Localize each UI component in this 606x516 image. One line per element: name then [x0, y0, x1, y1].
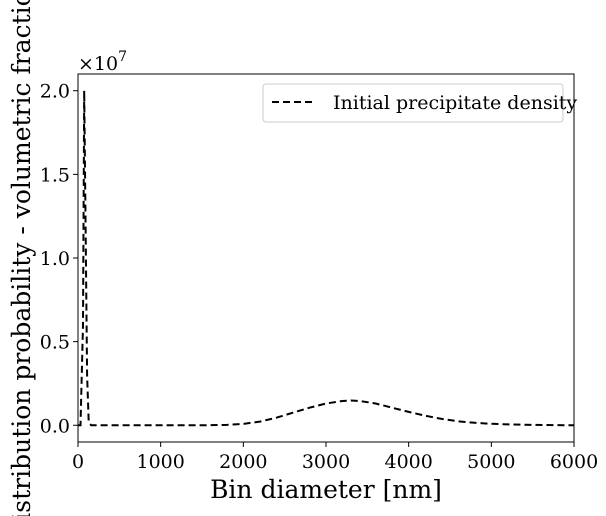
- x-tick-label: 6000: [550, 451, 598, 473]
- x-tick-label: 4000: [384, 451, 432, 473]
- y-axis-ticks: 0.0 0.5 1.0 1.5 2.0: [40, 81, 78, 437]
- series-line-initial-precipitate-density: [78, 90, 575, 427]
- plot-area: [78, 90, 575, 427]
- y-tick-label: 1.0: [40, 248, 70, 270]
- y-tick-label: 2.0: [40, 81, 70, 103]
- y-scale-factor: ×107: [78, 49, 127, 75]
- legend: Initial precipitate density: [262, 83, 577, 123]
- y-tick-label: 1.5: [40, 164, 70, 186]
- x-axis-ticks: 0 1000 2000 3000 4000 5000 6000: [72, 442, 598, 473]
- x-tick-label: 2000: [219, 451, 267, 473]
- x-tick-label: 0: [72, 451, 84, 473]
- y-scale-label: ×10: [78, 53, 118, 75]
- legend-label: Initial precipitate density: [333, 92, 577, 114]
- x-tick-label: 5000: [467, 451, 515, 473]
- x-axis-label: Bin diameter [nm]: [210, 475, 442, 504]
- y-axis-label: Distribution probability - volumetric fr…: [7, 0, 36, 516]
- y-tick-label: 0.5: [40, 332, 70, 354]
- y-scale-exponent: 7: [118, 49, 127, 65]
- x-tick-label: 3000: [302, 451, 350, 473]
- y-tick-label: 0.0: [40, 415, 70, 437]
- x-tick-label: 1000: [136, 451, 184, 473]
- plot-frame: [77, 73, 575, 443]
- legend-box: [262, 83, 564, 123]
